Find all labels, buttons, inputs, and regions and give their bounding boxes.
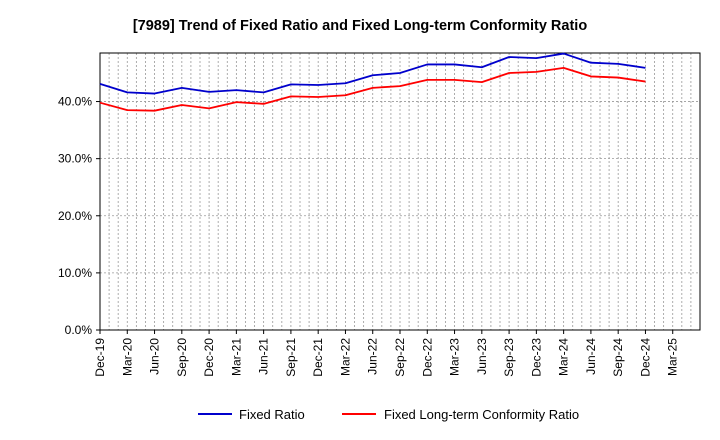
y-tick-label: 0.0% xyxy=(65,323,93,337)
x-tick-label: Mar-20 xyxy=(120,338,134,376)
legend-label-fixed-long-term: Fixed Long-term Conformity Ratio xyxy=(384,407,579,422)
x-axis: Dec-19 Mar-20 Jun-20 Sep-20 Dec-20 Mar-21 Jun-… xyxy=(93,330,680,377)
y-tick-label: 30.0% xyxy=(58,152,92,166)
x-tick-label: Mar-22 xyxy=(338,338,352,376)
x-tick-label: Mar-25 xyxy=(666,338,680,376)
grid xyxy=(100,53,700,330)
x-tick-label: Mar-21 xyxy=(229,338,243,376)
x-tick-label: Sep-24 xyxy=(611,338,625,377)
y-tick-label: 20.0% xyxy=(58,209,92,223)
y-tick-label: 40.0% xyxy=(58,95,92,109)
chart-title: [7989] Trend of Fixed Ratio and Fixed Lo… xyxy=(133,18,588,34)
x-tick-label: Dec-24 xyxy=(638,338,652,377)
x-tick-label: Mar-24 xyxy=(557,338,571,376)
x-tick-label: Jun-23 xyxy=(475,338,489,375)
x-tick-label: Sep-21 xyxy=(284,338,298,377)
x-tick-label: Sep-23 xyxy=(502,338,516,377)
legend-label-fixed-ratio: Fixed Ratio xyxy=(239,407,305,422)
y-axis: 0.0% 10.0% 20.0% 30.0% 40.0% xyxy=(58,95,100,337)
x-tick-label: Jun-22 xyxy=(366,338,380,375)
x-tick-label: Mar-23 xyxy=(448,338,462,376)
x-tick-label: Dec-23 xyxy=(529,338,543,377)
series-lines xyxy=(99,52,646,112)
x-tick-label: Sep-20 xyxy=(175,338,189,377)
legend: Fixed Ratio Fixed Long-term Conformity R… xyxy=(198,407,579,422)
x-tick-label: Sep-22 xyxy=(393,338,407,377)
series-line-fixed-ratio xyxy=(99,52,646,95)
x-tick-label: Dec-20 xyxy=(202,338,216,377)
x-tick-label: Jun-20 xyxy=(148,338,162,375)
x-tick-label: Dec-21 xyxy=(311,338,325,377)
x-tick-label: Dec-19 xyxy=(93,338,107,377)
x-tick-label: Jun-21 xyxy=(257,338,271,375)
series-line-fixed-long-term-conformity-ratio xyxy=(99,66,646,112)
y-tick-label: 10.0% xyxy=(58,266,92,280)
x-tick-label: Jun-24 xyxy=(584,338,598,375)
x-tick-label: Dec-22 xyxy=(420,338,434,377)
